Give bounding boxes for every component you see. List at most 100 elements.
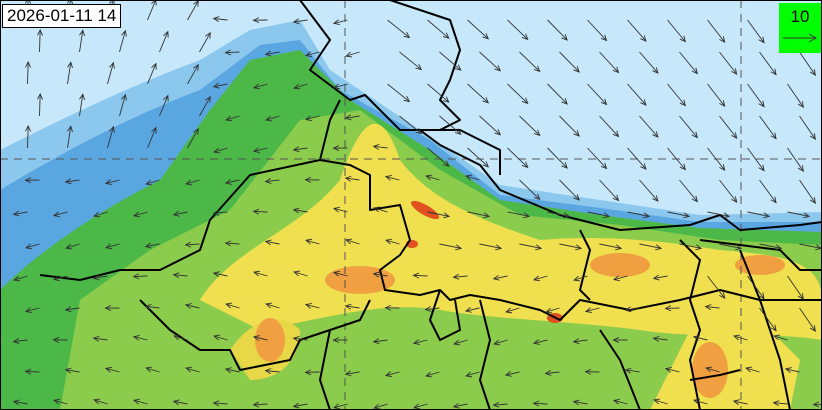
arrow-icon — [664, 366, 672, 373]
wind-vector — [453, 339, 468, 345]
wind-vector — [533, 275, 548, 281]
arrow-icon — [12, 210, 20, 217]
arrow-icon — [600, 162, 608, 170]
arrow-icon — [332, 403, 340, 410]
arrow-icon — [79, 93, 85, 101]
wind-vector — [399, 115, 422, 134]
wind-vector — [573, 275, 588, 281]
wind-vector — [93, 275, 108, 279]
timestamp-label: 2026-01-11 14 — [2, 4, 122, 28]
arrow-icon — [533, 129, 541, 137]
wind-vector — [25, 243, 40, 249]
wind-vector — [707, 147, 726, 171]
arrow-icon — [492, 401, 500, 408]
wind-vector — [13, 275, 28, 281]
wind-vector — [625, 369, 640, 373]
arrow-icon — [615, 244, 623, 251]
wind-vector — [599, 179, 619, 201]
wind-vector — [67, 62, 72, 85]
arrow-icon — [797, 165, 804, 172]
wind-vector — [145, 305, 160, 309]
wind-vector — [293, 337, 308, 341]
wind-vector — [519, 179, 541, 200]
wind-vector — [373, 273, 388, 277]
arrow-icon — [52, 398, 60, 405]
arrow-icon — [572, 399, 580, 406]
wind-vector — [387, 83, 410, 102]
arrow-icon — [252, 401, 260, 408]
wind-vector — [787, 83, 804, 108]
arrow-icon — [109, 61, 115, 69]
wind-vector — [573, 401, 588, 405]
arrow-icon — [494, 129, 502, 136]
wind-vector — [799, 243, 822, 249]
wind-vector — [439, 243, 462, 249]
wind-vector — [733, 335, 748, 341]
wind-vector — [759, 115, 777, 139]
wind-vector — [93, 399, 108, 405]
wind-vector — [333, 208, 348, 213]
arrow-icon — [545, 307, 553, 314]
wind-vector — [533, 402, 548, 405]
arrow-icon — [719, 292, 726, 299]
field-orange — [590, 253, 650, 277]
wind-vector — [613, 399, 628, 405]
arrow-icon — [332, 19, 340, 26]
arrow-icon — [655, 244, 663, 251]
arrow-icon — [25, 0, 31, 4]
wind-vector — [213, 211, 228, 214]
arrow-icon — [731, 68, 738, 75]
arrow-icon — [265, 115, 273, 122]
arrow-icon — [304, 369, 312, 376]
wind-vector — [147, 127, 157, 149]
arrow-icon — [25, 60, 31, 68]
arrow-icon — [253, 83, 261, 90]
wind-vector — [507, 19, 529, 40]
wind-vector — [693, 399, 708, 405]
arrow-icon — [52, 211, 60, 218]
wind-vector — [519, 115, 541, 136]
wind-vector — [507, 211, 530, 217]
wind-vector — [213, 335, 228, 341]
arrow-icon — [372, 338, 380, 345]
wind-vector — [627, 19, 647, 42]
wind-vector — [199, 32, 211, 53]
arrow-icon — [25, 124, 31, 132]
arrow-icon — [224, 240, 232, 247]
arrow-icon — [758, 292, 765, 300]
reference-vector-legend: 10 — [779, 3, 821, 53]
field-red — [410, 200, 440, 220]
wind-vector — [465, 175, 480, 181]
arrow-icon — [425, 371, 433, 378]
arrow-icon — [442, 96, 450, 103]
wind-vector — [787, 211, 810, 217]
arrow-icon — [205, 95, 211, 103]
arrow-icon — [691, 195, 698, 203]
arrow-icon — [304, 302, 312, 309]
wind-vector — [133, 336, 148, 341]
arrow-icon — [79, 29, 85, 37]
arrow-icon — [573, 275, 581, 282]
arrow-icon — [482, 33, 490, 40]
wind-vector — [479, 243, 502, 249]
wind-vector — [427, 147, 450, 167]
arrow-icon — [731, 196, 738, 203]
wind-vector — [413, 274, 428, 277]
arrow-icon — [52, 336, 60, 343]
wind-vector — [67, 126, 72, 149]
arrow-icon — [264, 239, 272, 246]
arrow-icon — [304, 176, 312, 183]
arrow-icon — [132, 335, 140, 341]
wind-vector — [493, 275, 508, 280]
arrow-icon — [92, 274, 100, 281]
arrow-icon — [372, 144, 380, 150]
arrow-icon — [212, 400, 220, 407]
wind-vector — [545, 307, 560, 313]
arrow-icon — [172, 272, 180, 279]
wind-vector — [173, 335, 188, 341]
wind-vector — [173, 274, 188, 277]
wind-vector — [505, 307, 520, 313]
arrow-icon — [163, 94, 169, 102]
arrow-icon — [193, 63, 199, 71]
